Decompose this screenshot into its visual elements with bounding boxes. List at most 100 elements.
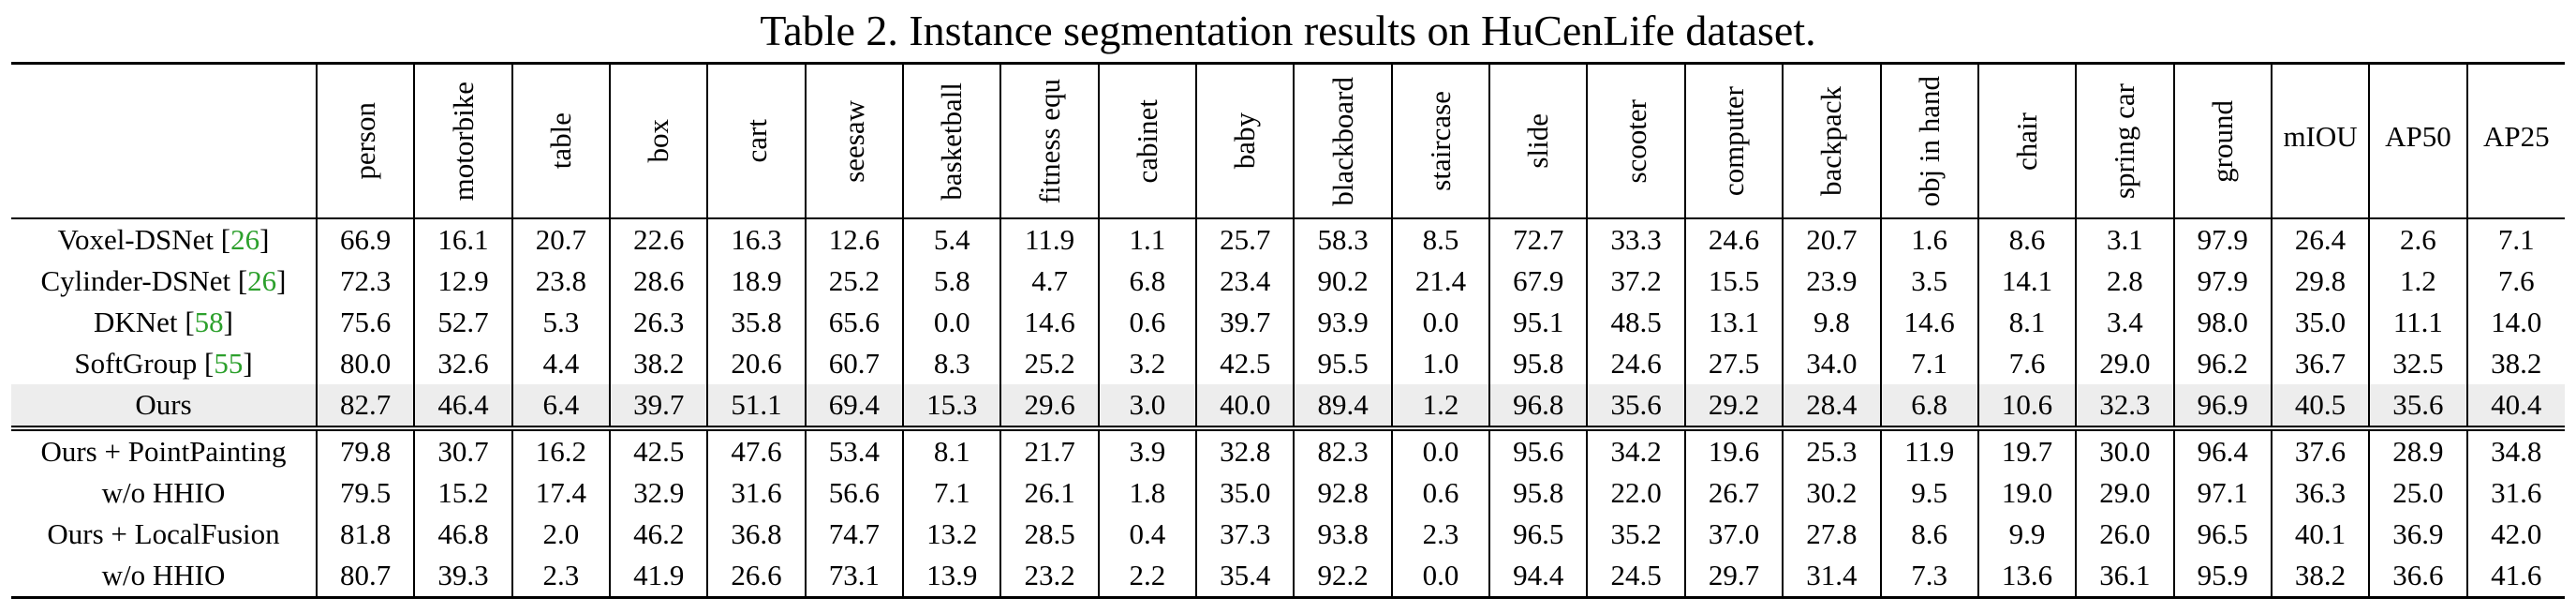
value-cell: 46.2: [609, 514, 708, 555]
value-cell: 8.1: [1976, 302, 2077, 343]
value-cell: 8.1: [902, 426, 1001, 472]
column-header-label: scooter: [1619, 98, 1652, 184]
value-cell: 89.4: [1293, 384, 1392, 428]
column-header: AP25: [2465, 62, 2565, 218]
value-cell: 13.2: [902, 514, 1001, 555]
value-cell: 1.2: [2368, 261, 2467, 302]
method-cell: Ours: [11, 384, 317, 428]
value-cell: 15.3: [902, 384, 1001, 428]
value-cell: 7.1: [2465, 217, 2565, 261]
method-cell: Ours + LocalFusion: [11, 514, 317, 555]
value-cell: 6.8: [1097, 261, 1197, 302]
value-cell: 35.8: [706, 302, 806, 343]
method-name: w/o HHIO: [101, 559, 226, 591]
value-cell: 9.8: [1782, 302, 1881, 343]
column-header: fitness equ: [999, 62, 1099, 218]
value-cell: 13.9: [902, 555, 1001, 599]
value-cell: 1.6: [1879, 217, 1978, 261]
value-cell: 37.6: [2270, 426, 2370, 472]
value-cell: 2.6: [2368, 217, 2467, 261]
citation-link[interactable]: 58: [194, 306, 224, 338]
table-row: Cylinder-DSNet [26] 72.3 12.9 23.8 28.6 18.9 2…: [11, 261, 2565, 302]
column-header-label: chair: [2010, 112, 2044, 171]
value-cell: 48.5: [1586, 302, 1685, 343]
column-header: computer: [1683, 62, 1784, 218]
table-row: w/o HHIO 79.5 15.2 17.4 32.9 31.6 56.6 7.1 26.1 1…: [11, 472, 2565, 514]
table-row: w/o HHIO 80.7 39.3 2.3 41.9 26.6 73.1 13.9 23.2 2…: [11, 555, 2565, 599]
value-cell: 32.3: [2075, 384, 2174, 428]
value-cell: 3.0: [1097, 384, 1197, 428]
value-cell: 3.1: [2075, 217, 2174, 261]
column-header-label: basketball: [935, 82, 969, 201]
value-cell: 36.7: [2270, 343, 2370, 384]
value-cell: 7.1: [1879, 343, 1978, 384]
value-cell: 67.9: [1488, 261, 1588, 302]
value-cell: 14.6: [999, 302, 1099, 343]
value-cell: 4.4: [511, 343, 611, 384]
value-cell: 15.5: [1683, 261, 1784, 302]
method-cell: Cylinder-DSNet [26]: [40, 264, 287, 297]
value-cell: 18.9: [706, 261, 806, 302]
column-header-label: fitness equ: [1032, 78, 1066, 204]
value-cell: 24.6: [1683, 217, 1784, 261]
value-cell: 0.6: [1390, 472, 1490, 514]
value-cell: 29.8: [2270, 261, 2370, 302]
value-cell: 23.8: [511, 261, 611, 302]
value-cell: 6.8: [1879, 384, 1978, 428]
value-cell: 27.8: [1782, 514, 1881, 555]
value-cell: 25.3: [1782, 426, 1881, 472]
value-cell: 16.1: [413, 217, 512, 261]
value-cell: 3.9: [1097, 426, 1197, 472]
value-cell: 97.1: [2172, 472, 2272, 514]
method-name: Cylinder-DSNet: [40, 264, 231, 297]
value-cell: 0.4: [1097, 514, 1197, 555]
table-row: SoftGroup [55] 80.0 32.6 4.4 38.2 20.6 60.7 8.3…: [11, 343, 2565, 384]
value-cell: 73.1: [804, 555, 904, 599]
value-cell: 23.9: [1782, 261, 1881, 302]
value-cell: 3.4: [2075, 302, 2174, 343]
value-cell: 7.3: [1879, 555, 1978, 599]
value-cell: 32.9: [609, 472, 708, 514]
value-cell: 36.3: [2270, 472, 2370, 514]
results-table: person motorbike table box cart seesaw basketb…: [11, 62, 2565, 599]
value-cell: 96.2: [2172, 343, 2272, 384]
value-cell: 12.6: [804, 217, 904, 261]
value-cell: 17.4: [511, 472, 611, 514]
value-cell: 7.6: [1976, 343, 2077, 384]
value-cell: 3.2: [1097, 343, 1197, 384]
column-header-label: ground: [2205, 99, 2239, 183]
column-header: backpack: [1782, 62, 1881, 218]
column-header-label: mIOU: [2283, 120, 2358, 153]
value-cell: 26.3: [609, 302, 708, 343]
value-cell: 96.5: [2172, 514, 2272, 555]
value-cell: 29.6: [999, 384, 1099, 428]
value-cell: 90.2: [1293, 261, 1392, 302]
method-name: Ours + PointPainting: [40, 435, 287, 468]
value-cell: 92.8: [1293, 472, 1392, 514]
value-cell: 56.6: [804, 472, 904, 514]
citation-link[interactable]: 26: [230, 223, 260, 256]
citation-link[interactable]: 55: [214, 347, 244, 380]
table-row: DKNet [58] 75.6 52.7 5.3 26.3 35.8 65.6 0.0 14.6…: [11, 302, 2565, 343]
value-cell: 6.4: [511, 384, 611, 428]
column-header: ground: [2172, 62, 2272, 218]
value-cell: 8.3: [902, 343, 1001, 384]
value-cell: 29.0: [2075, 343, 2174, 384]
value-cell: 94.4: [1488, 555, 1588, 599]
value-cell: 97.9: [2172, 261, 2272, 302]
citation-link[interactable]: 26: [247, 264, 277, 297]
value-cell: 8.5: [1390, 217, 1490, 261]
value-cell: 25.2: [804, 261, 904, 302]
value-cell: 13.6: [1976, 555, 2077, 599]
value-cell: 3.5: [1879, 261, 1978, 302]
value-cell: 95.6: [1488, 426, 1588, 472]
method-name: SoftGroup: [74, 347, 198, 380]
column-header-label: baby: [1228, 112, 1262, 170]
value-cell: 36.1: [2075, 555, 2174, 599]
value-cell: 19.6: [1683, 426, 1784, 472]
value-cell: 22.0: [1586, 472, 1685, 514]
column-header-label: AP25: [2482, 120, 2550, 153]
value-cell: 53.4: [804, 426, 904, 472]
value-cell: 14.0: [2465, 302, 2565, 343]
value-cell: 28.6: [609, 261, 708, 302]
